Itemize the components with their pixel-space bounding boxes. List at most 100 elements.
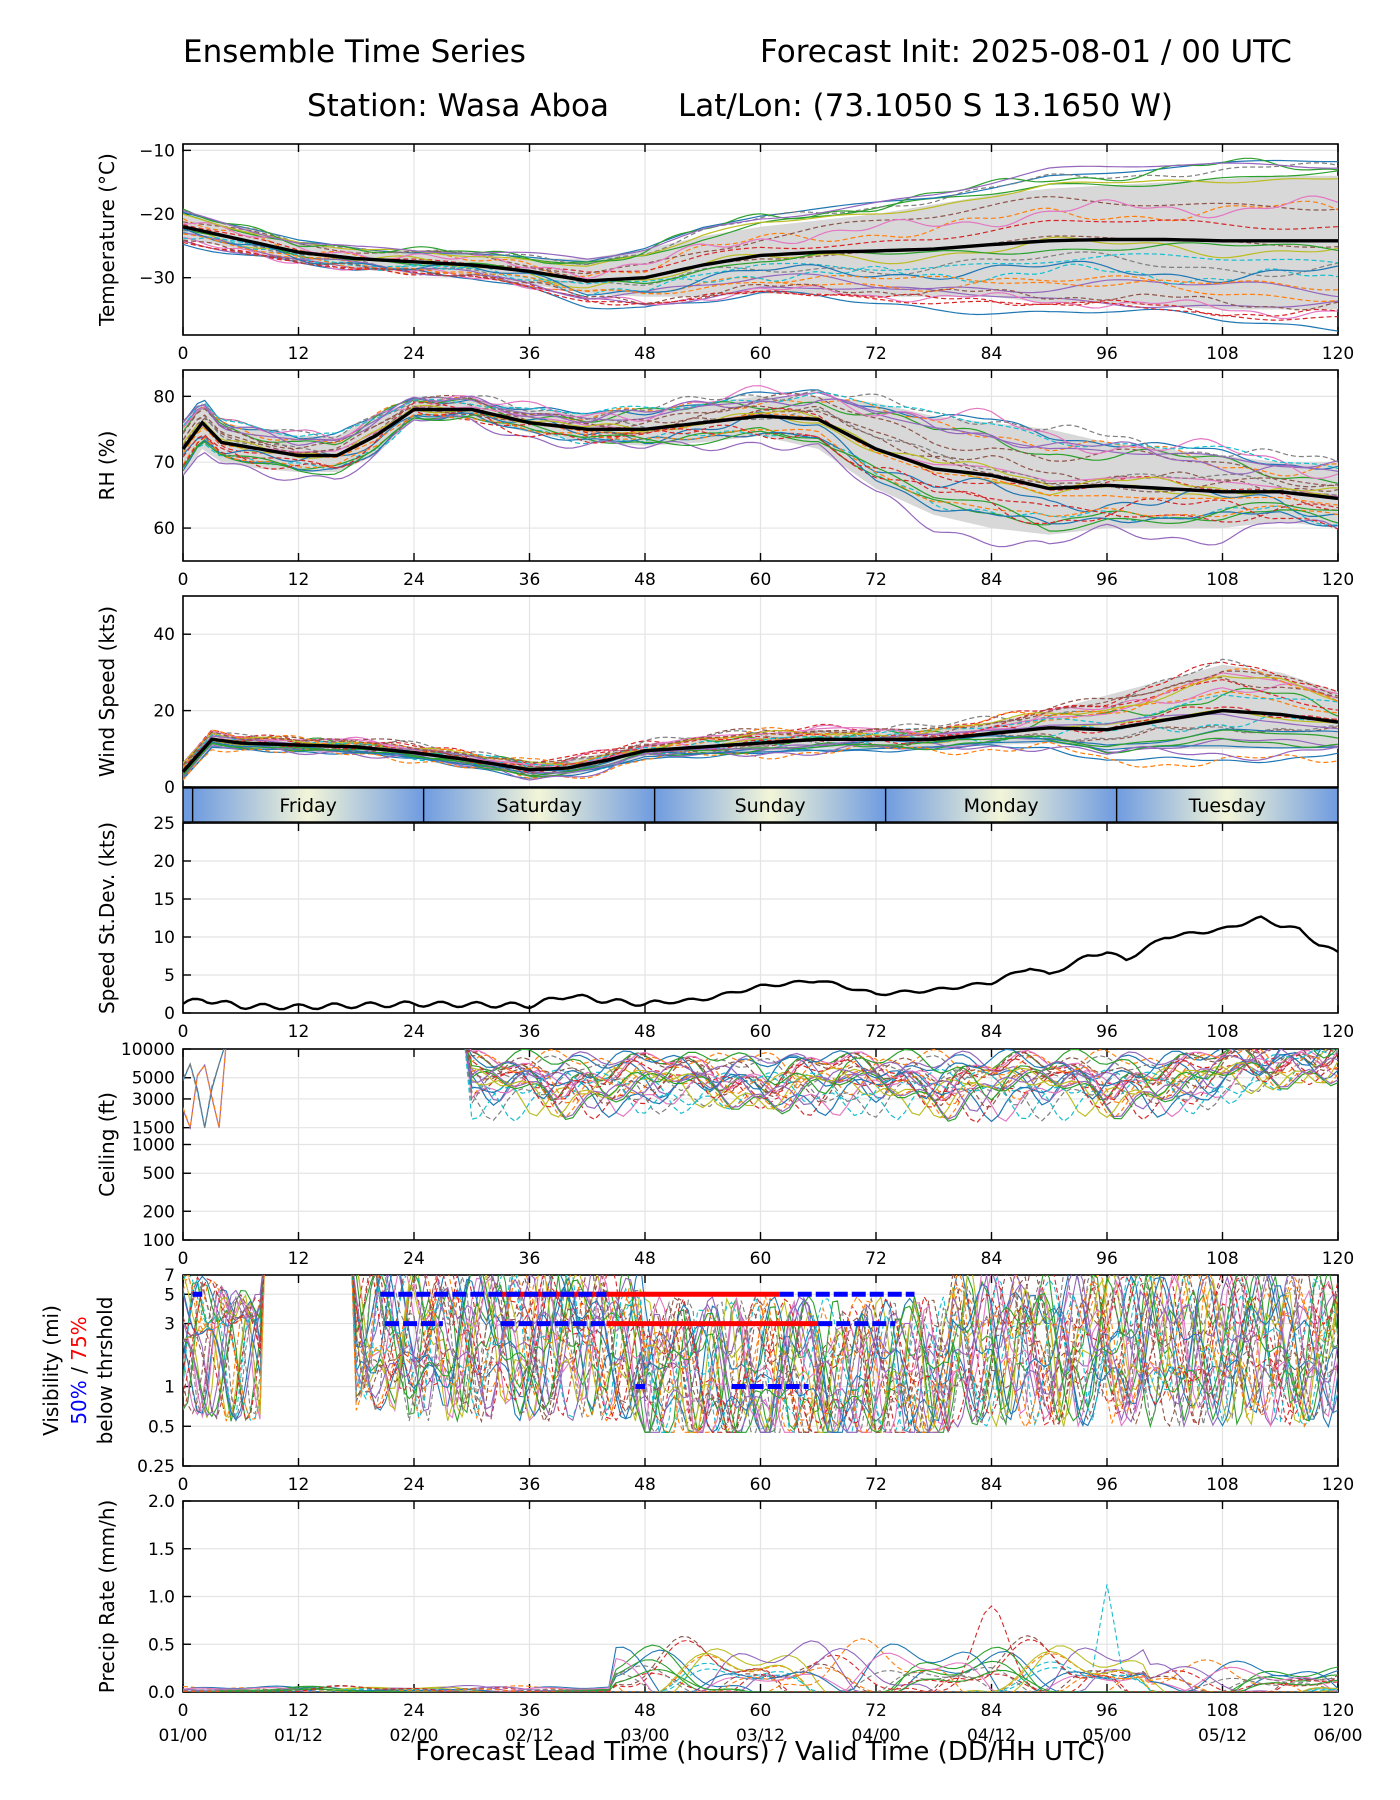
day-label-2: Sunday <box>735 795 806 817</box>
member-line <box>183 200 1338 278</box>
y-tick-label: 0 <box>164 778 175 798</box>
x-tick-label: 36 <box>519 1249 541 1269</box>
y-tick-label: 60 <box>153 519 175 539</box>
y-tick-label: 0 <box>164 1004 175 1024</box>
member-line <box>183 668 1338 769</box>
member-line <box>466 1049 1338 1101</box>
member-line <box>183 413 1338 518</box>
y-tick-label: 5 <box>164 1285 175 1305</box>
x-tick-label: 48 <box>634 1022 656 1042</box>
x-tick-label: 120 <box>1322 1475 1354 1495</box>
y-axis-label: Speed St.Dev. (kts) <box>95 822 119 1014</box>
day-band-segment <box>1116 788 1338 822</box>
y-tick-label: 0.5 <box>148 1635 175 1655</box>
member-line <box>183 1667 1338 1692</box>
x-tick-label: 0 <box>178 344 189 364</box>
x-tick-label: 84 <box>981 1022 1003 1042</box>
x-tick-label: 48 <box>634 1475 656 1495</box>
x-tick-label: 60 <box>750 1475 772 1495</box>
y-tick-label: 5 <box>164 966 175 986</box>
member-line <box>183 1647 1338 1692</box>
member-line <box>183 159 1338 263</box>
ensemble-mean-line-1 <box>181 407 1339 501</box>
member-line <box>183 409 1338 530</box>
x-tick-label: 120 <box>1322 1701 1354 1721</box>
ensemble-members-1 <box>183 385 1338 548</box>
member-line <box>183 1645 1338 1692</box>
member-line <box>183 1275 1338 1433</box>
latlon-label: Lat/Lon: (73.1050 S 13.1650 W) <box>678 88 1173 124</box>
x-tick-label: 0 <box>178 1022 189 1042</box>
y-tick-label: −10 <box>139 141 175 161</box>
ceiling-members <box>183 1049 1338 1131</box>
x-tick-label: 48 <box>634 344 656 364</box>
x-tick-label: 108 <box>1206 1022 1238 1042</box>
x-tick-label: 24 <box>403 1022 425 1042</box>
title-right: Forecast Init: 2025-08-01 / 00 UTC <box>760 34 1292 70</box>
x-tick-label: 48 <box>634 570 656 590</box>
y-tick-label: 0.5 <box>148 1417 175 1437</box>
valid-time-label: 01/12 <box>274 1726 323 1746</box>
y-tick-label: 1 <box>164 1378 175 1398</box>
x-tick-label: 72 <box>865 1475 887 1495</box>
day-label-0: Friday <box>279 795 337 817</box>
x-tick-label: 108 <box>1206 1475 1238 1495</box>
member-line <box>183 676 1338 769</box>
member-line <box>183 231 1338 285</box>
x-tick-label: 0 <box>178 1475 189 1495</box>
ensemble-mean-line-2 <box>181 708 1339 773</box>
y-tick-label: −30 <box>139 269 175 289</box>
y-tick-label: 0.25 <box>137 1457 175 1477</box>
x-tick-label: 36 <box>519 570 541 590</box>
x-tick-label: 96 <box>1096 570 1118 590</box>
valid-time-label: 03/00 <box>621 1726 670 1746</box>
station-label: Station: Wasa Aboa <box>307 88 610 124</box>
x-tick-label: 24 <box>403 570 425 590</box>
valid-time-label: 04/00 <box>852 1726 901 1746</box>
valid-time-label: 02/00 <box>390 1726 439 1746</box>
valid-time-label: 06/00 <box>1314 1726 1363 1746</box>
member-line <box>183 396 1338 477</box>
member-line <box>469 1049 1335 1102</box>
valid-time-label: 02/12 <box>505 1726 554 1746</box>
x-tick-label: 0 <box>178 1249 189 1269</box>
x-tick-label: 36 <box>519 1701 541 1721</box>
member-line <box>183 740 1338 781</box>
member-line <box>183 389 1338 463</box>
x-tick-label: 36 <box>519 1475 541 1495</box>
y-tick-label: 15 <box>153 890 175 910</box>
y-tick-label: 5000 <box>132 1069 175 1089</box>
x-tick-label: 120 <box>1322 1249 1354 1269</box>
member-line <box>464 1049 1338 1106</box>
day-label-3: Monday <box>964 795 1039 817</box>
member-line <box>183 1639 1338 1692</box>
y-tick-label: 1000 <box>132 1136 175 1156</box>
member-line <box>183 1275 1338 1433</box>
y-tick-label: 20 <box>153 702 175 722</box>
y-axis-label: Ceiling (ft) <box>95 1092 119 1197</box>
vis-75-label: 75% <box>67 1316 91 1360</box>
x-tick-label: 108 <box>1206 344 1238 364</box>
y-axis-label: Wind Speed (kts) <box>95 606 119 777</box>
y-tick-label: 20 <box>153 852 175 872</box>
member-line <box>183 741 1338 781</box>
y-axis-label: RH (%) <box>95 431 119 501</box>
x-tick-label: 12 <box>288 1475 310 1495</box>
valid-time-label: 01/00 <box>159 1726 208 1746</box>
member-line <box>183 1275 1338 1433</box>
x-tick-label: 60 <box>750 1249 772 1269</box>
member-line <box>183 1275 1338 1433</box>
x-tick-label: 72 <box>865 1249 887 1269</box>
member-line <box>183 392 1338 488</box>
member-line <box>183 178 1338 267</box>
member-line <box>183 415 1338 548</box>
x-tick-label: 24 <box>403 1701 425 1721</box>
x-tick-label: 108 <box>1206 1249 1238 1269</box>
member-line <box>465 1049 1338 1108</box>
member-line <box>183 1049 1338 1131</box>
ensemble-members-2 <box>183 658 1338 781</box>
member-line <box>183 672 1338 766</box>
member-line <box>465 1049 1338 1123</box>
member-line <box>183 736 1338 778</box>
vis-50-label: 50% <box>67 1380 91 1424</box>
